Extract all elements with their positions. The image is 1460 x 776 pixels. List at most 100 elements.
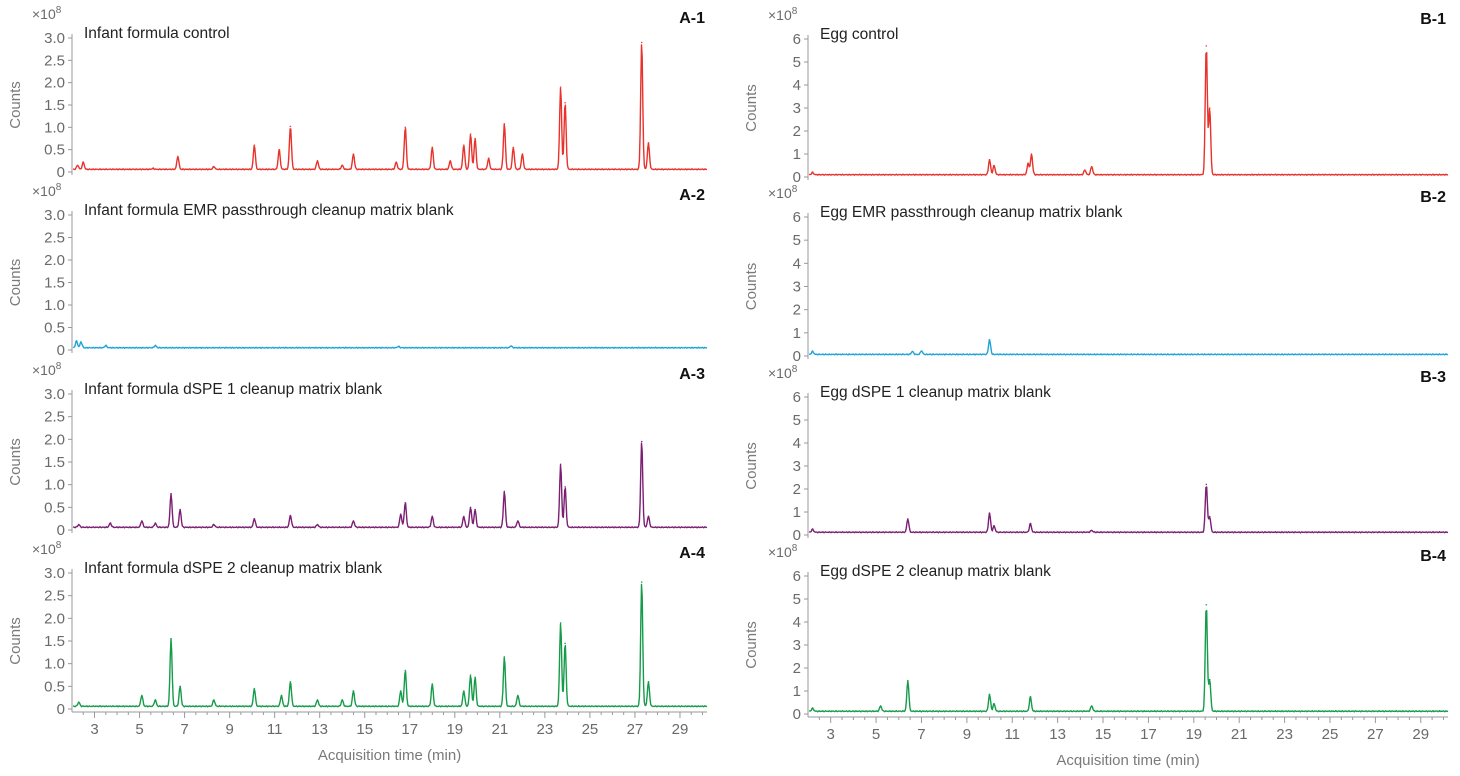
- peak-point: [404, 126, 407, 129]
- y-tick-label: 3: [793, 279, 801, 296]
- peak-point: [449, 160, 452, 162]
- y-tick-label: 1: [793, 504, 801, 521]
- y-tick-label: 6: [793, 31, 801, 48]
- peak-point: [1205, 45, 1208, 47]
- y-tick-label: 0.5: [44, 678, 65, 695]
- panel-id-label: A-3: [679, 366, 705, 383]
- x-tick-label: 7: [917, 726, 925, 743]
- y-tick-label: 2.0: [44, 431, 65, 448]
- peak-point: [397, 345, 400, 348]
- panel-id-label: B-3: [1420, 369, 1446, 386]
- y-multiplier-exponent: 8: [792, 543, 798, 554]
- peak-point: [213, 699, 215, 701]
- y-tick-label: 0: [793, 169, 801, 186]
- y-tick-label: 1.5: [44, 97, 65, 114]
- panel-title: Infant formula EMR passthrough cleanup m…: [84, 202, 454, 219]
- peak-point: [647, 515, 650, 518]
- peak-point: [213, 165, 215, 168]
- panel-id-label: A-1: [679, 10, 705, 27]
- y-multiplier-exponent: 8: [792, 184, 798, 195]
- peak-point: [517, 520, 519, 522]
- y-axis-title: Counts: [7, 438, 24, 486]
- chromatogram-trace: [808, 339, 1449, 356]
- x-tick-label: 25: [582, 721, 599, 738]
- y-tick-label: 1.0: [44, 297, 65, 314]
- peak-point: [993, 164, 995, 167]
- x-tick-label: 11: [267, 721, 283, 738]
- x-tick-label: 19: [1185, 726, 1202, 743]
- y-tick-label: 3: [793, 637, 801, 654]
- peak-point: [154, 699, 157, 701]
- peak-point: [352, 153, 355, 155]
- peak-point: [879, 705, 882, 707]
- peak-point: [1208, 515, 1211, 518]
- y-axis-title: Counts: [743, 621, 760, 669]
- x-tick-label: 15: [1095, 726, 1112, 743]
- chromatogram-trace: [72, 583, 708, 708]
- panel-id-label: B-4: [1420, 548, 1446, 565]
- peak-point: [988, 158, 991, 161]
- y-multiplier-base: ×10: [768, 7, 792, 23]
- y-multiplier-label: ×108: [32, 361, 62, 378]
- y-tick-label: 1: [793, 146, 801, 163]
- peak-point: [564, 486, 566, 488]
- x-tick-label: 15: [356, 721, 373, 738]
- peak-point: [469, 506, 472, 509]
- y-tick-label: 4: [793, 77, 801, 94]
- y-tick-label: 1.5: [44, 633, 65, 650]
- y-tick-label: 0: [793, 527, 801, 544]
- x-tick-label: 3: [827, 726, 835, 743]
- y-tick-label: 5: [793, 232, 801, 249]
- peak-point: [399, 690, 402, 692]
- x-tick-label: 9: [225, 721, 233, 738]
- y-multiplier-base: ×10: [32, 183, 56, 199]
- y-tick-label: 3.0: [44, 30, 65, 47]
- y-multiplier-label: ×108: [768, 543, 798, 560]
- peak-point: [399, 513, 402, 515]
- peak-point: [316, 699, 319, 701]
- peak-point: [316, 523, 319, 526]
- peak-point: [512, 146, 515, 149]
- y-tick-label: 0: [57, 522, 65, 539]
- peak-point: [993, 525, 995, 527]
- peak-point: [152, 167, 154, 170]
- y-tick-label: 1: [793, 683, 801, 700]
- peak-point: [474, 676, 476, 679]
- peak-point: [647, 681, 650, 683]
- y-tick-label: 2.5: [44, 588, 65, 605]
- x-tick-label: 17: [401, 721, 418, 738]
- y-multiplier-exponent: 8: [792, 364, 798, 375]
- y-tick-label: 1.5: [44, 275, 65, 292]
- x-tick-label: 11: [1004, 726, 1020, 743]
- peak-point: [77, 701, 80, 703]
- peak-point: [404, 502, 407, 504]
- peak-point: [474, 137, 476, 140]
- y-tick-label: 1.0: [44, 119, 65, 136]
- chromatogram-trace: [808, 609, 1449, 713]
- peak-point: [647, 142, 650, 144]
- y-tick-label: 4: [793, 614, 801, 631]
- peak-point: [463, 144, 465, 146]
- peak-point: [289, 514, 292, 517]
- y-tick-label: 6: [793, 568, 801, 585]
- y-axis-title: Counts: [7, 81, 24, 129]
- peak-point: [154, 522, 157, 524]
- peak-point: [341, 164, 344, 167]
- y-tick-label: 2.5: [44, 52, 65, 69]
- y-multiplier-label: ×108: [768, 364, 798, 381]
- y-tick-label: 2: [793, 123, 801, 140]
- y-axis-title: Counts: [743, 442, 760, 490]
- panel-id-label: A-2: [679, 187, 705, 204]
- peak-point: [141, 520, 143, 522]
- panel-id-label: B-2: [1420, 189, 1446, 206]
- peak-point: [564, 642, 566, 645]
- peak-point: [431, 683, 434, 685]
- panel-title: Infant formula dSPE 1 cleanup matrix bla…: [84, 381, 382, 398]
- y-tick-label: 1.0: [44, 656, 65, 673]
- y-multiplier-exponent: 8: [56, 5, 62, 16]
- peak-point: [487, 157, 490, 160]
- y-tick-label: 3.0: [44, 565, 65, 582]
- y-tick-label: 2.5: [44, 409, 65, 426]
